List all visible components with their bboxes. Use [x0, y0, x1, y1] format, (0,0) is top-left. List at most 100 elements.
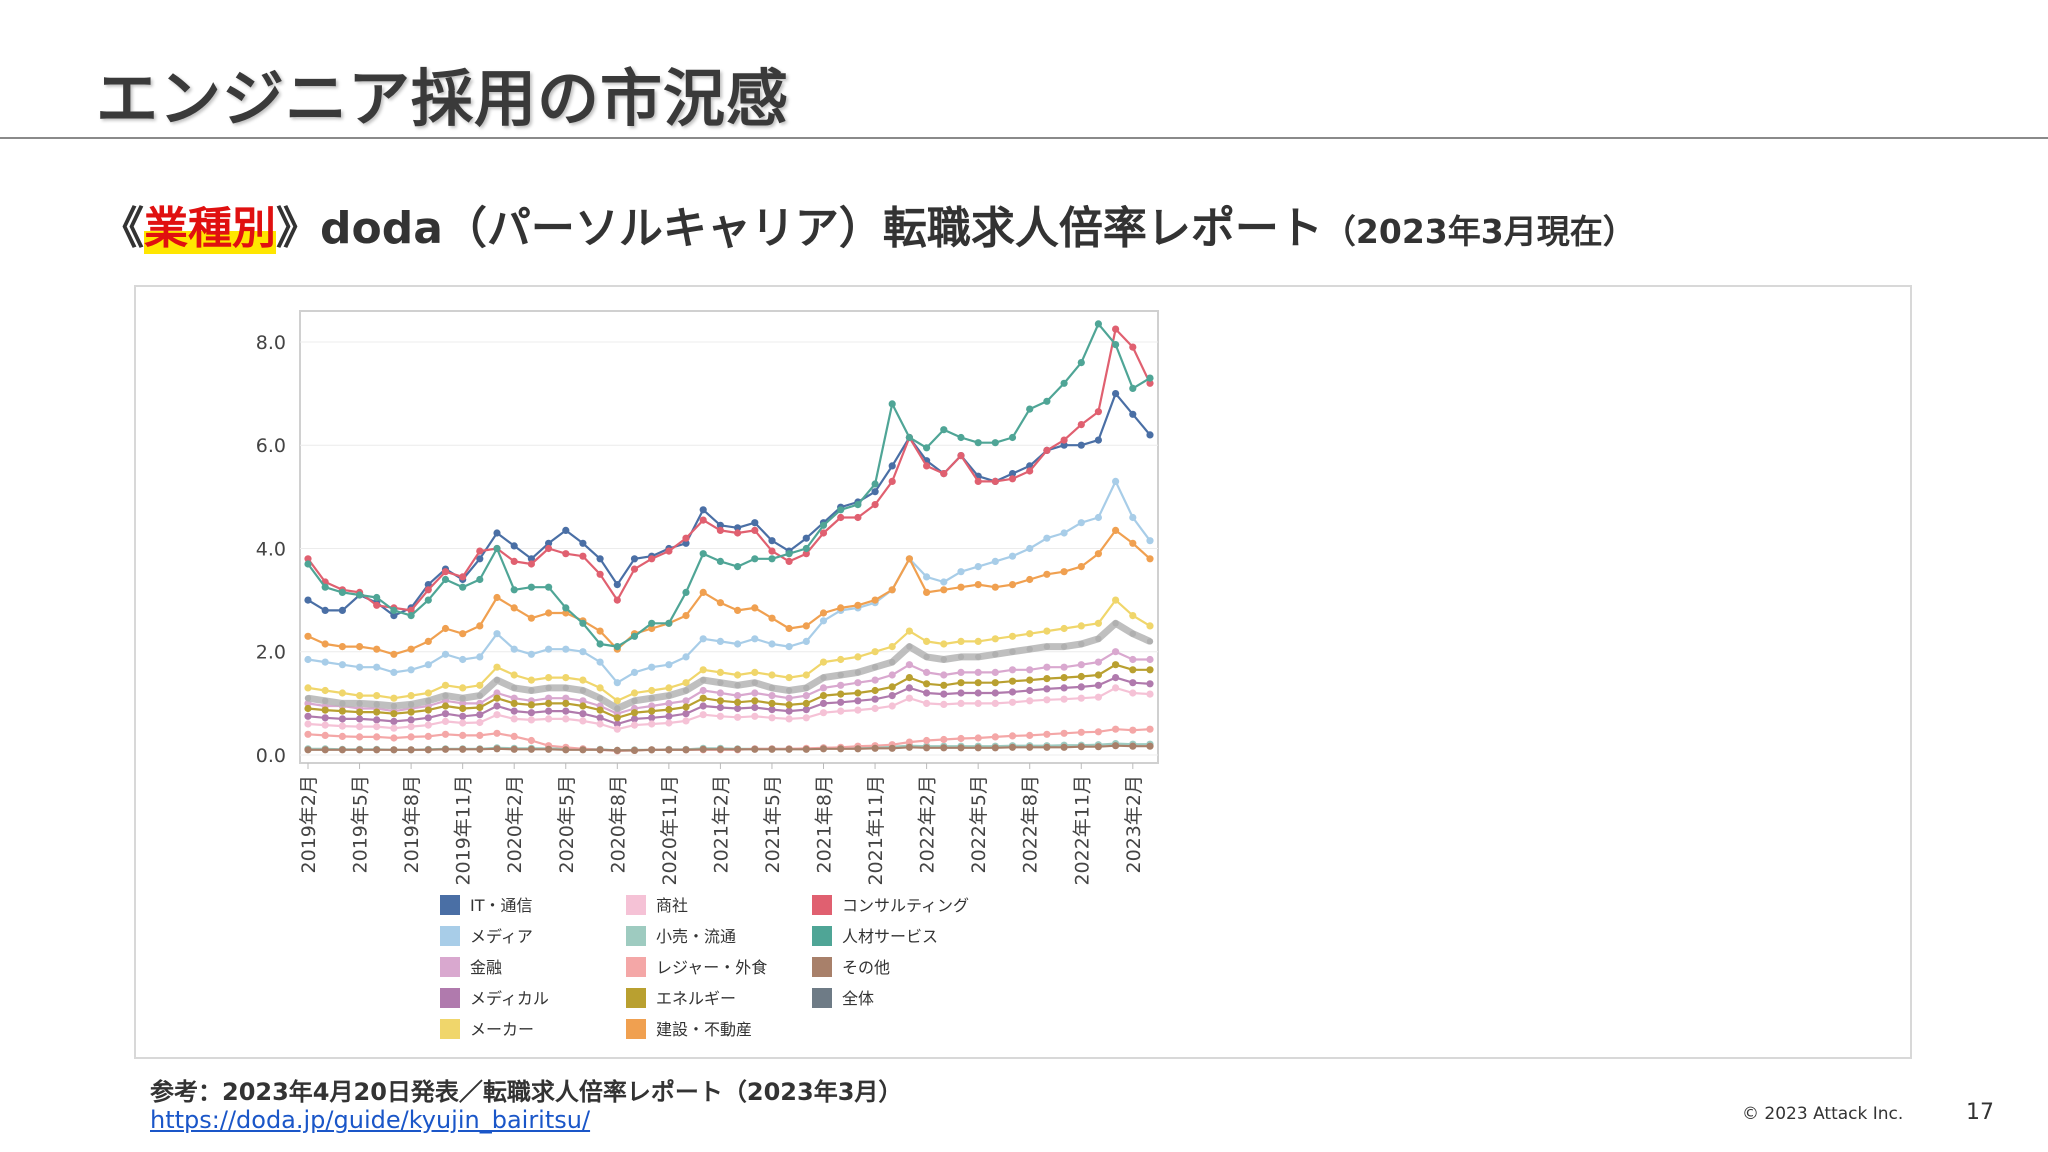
data-point	[665, 692, 673, 699]
data-point	[1146, 622, 1154, 630]
data-point	[321, 714, 329, 722]
data-point	[957, 433, 965, 442]
data-point	[510, 542, 518, 550]
data-point	[940, 681, 948, 689]
data-point	[751, 689, 759, 697]
data-point	[734, 524, 742, 532]
data-point	[459, 745, 467, 753]
data-point	[991, 668, 999, 676]
data-point	[923, 668, 931, 676]
data-point	[1112, 341, 1120, 349]
data-point	[631, 697, 638, 704]
legend-swatch	[440, 988, 460, 1008]
data-point	[819, 684, 828, 692]
data-point	[579, 648, 587, 656]
data-point	[630, 555, 639, 563]
data-point	[510, 557, 518, 565]
data-point	[802, 544, 810, 553]
data-point	[390, 717, 398, 725]
data-point	[1026, 575, 1034, 584]
reference-link[interactable]: https://doda.jp/guide/kyujin_bairitsu/	[150, 1106, 591, 1134]
data-point	[802, 714, 810, 722]
data-point	[1077, 563, 1085, 571]
data-point	[648, 746, 656, 754]
data-point	[562, 674, 570, 682]
data-point	[716, 745, 725, 753]
data-point	[940, 640, 948, 648]
data-point	[442, 692, 449, 699]
data-point	[596, 627, 604, 635]
data-point	[734, 563, 742, 571]
y-tick-label: 4.0	[256, 538, 286, 560]
data-point	[819, 521, 828, 529]
data-point	[579, 539, 587, 547]
data-point	[1060, 379, 1068, 387]
data-point	[459, 655, 467, 664]
data-point	[493, 745, 501, 753]
legend-label: コンサルティング	[842, 896, 969, 915]
data-point	[321, 658, 329, 666]
data-point	[596, 720, 604, 728]
data-point	[459, 704, 467, 713]
data-point	[510, 604, 518, 612]
data-point	[1008, 433, 1017, 442]
data-point	[1112, 684, 1120, 692]
data-point	[1078, 640, 1085, 648]
data-point	[373, 716, 381, 724]
data-point	[940, 470, 948, 478]
data-point	[373, 733, 381, 741]
data-point	[510, 645, 518, 653]
data-point	[424, 689, 432, 697]
data-point	[596, 555, 604, 563]
y-tick-label: 2.0	[256, 642, 286, 664]
data-point	[527, 583, 535, 591]
data-point	[1026, 630, 1034, 638]
data-point	[957, 679, 965, 687]
data-point	[321, 606, 329, 614]
data-point	[356, 723, 364, 731]
data-point	[356, 746, 364, 754]
data-point	[751, 604, 759, 612]
data-point	[322, 697, 329, 704]
data-point	[837, 513, 845, 522]
data-point	[734, 692, 742, 700]
data-point	[562, 526, 570, 534]
data-point	[614, 705, 621, 712]
data-point	[923, 462, 931, 470]
data-point	[562, 694, 570, 702]
data-point	[957, 699, 965, 707]
data-point	[889, 658, 896, 666]
legend-label: 小売・流通	[656, 927, 736, 946]
data-point	[459, 719, 467, 727]
data-point	[424, 637, 432, 645]
data-point	[957, 689, 965, 697]
data-point	[304, 720, 312, 728]
data-point	[1008, 552, 1017, 560]
line-chart: 0.0 2.0 4.0 6.0 8.0 2019年2月 2019年5月 2019年8月 2019…	[256, 310, 1159, 1039]
data-point	[407, 733, 415, 741]
data-point	[1129, 655, 1137, 664]
data-point	[1043, 743, 1051, 751]
data-point	[785, 624, 793, 633]
data-point	[648, 619, 656, 627]
data-point	[321, 706, 329, 714]
data-point	[665, 684, 673, 692]
data-point	[630, 689, 639, 697]
data-point	[390, 724, 398, 732]
data-point	[991, 557, 999, 565]
data-point	[837, 604, 845, 612]
data-point	[837, 506, 845, 514]
data-point	[699, 588, 707, 596]
data-point	[459, 712, 467, 720]
data-point	[785, 694, 793, 702]
x-tick-label: 2020年5月	[556, 775, 578, 873]
data-point	[424, 661, 432, 669]
data-point	[424, 721, 432, 729]
data-point	[819, 617, 828, 625]
data-point	[424, 586, 432, 594]
data-point	[802, 706, 810, 714]
data-point	[1129, 666, 1137, 674]
data-point	[785, 674, 793, 682]
data-point	[510, 745, 518, 753]
data-point	[785, 643, 793, 651]
